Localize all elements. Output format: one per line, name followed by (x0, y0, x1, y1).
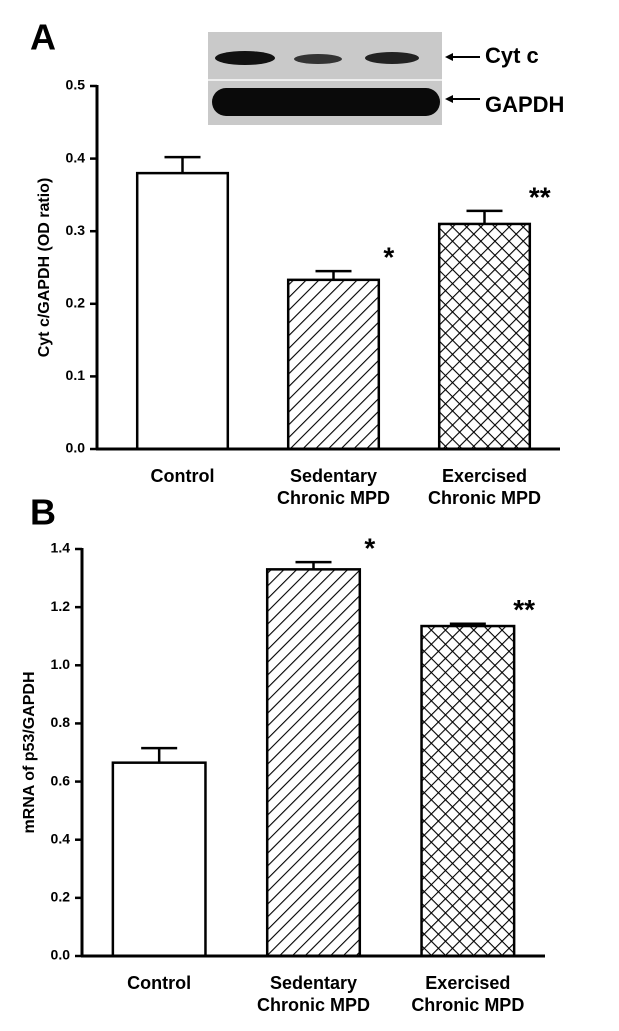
bar (111, 761, 207, 958)
y-tick-label: 0.0 (51, 947, 71, 963)
bar (420, 624, 516, 958)
x-tick-label: Chronic MPD (411, 995, 524, 1015)
y-tick-label: 0.2 (66, 295, 86, 311)
bar (265, 568, 362, 958)
y-axis-label: Cyt c/GAPDH (OD ratio) (36, 178, 53, 358)
y-tick-label: 0.8 (51, 714, 71, 730)
y-axis-label: mRNA of p53/GAPDH (21, 671, 38, 833)
significance-marker: * (364, 532, 375, 563)
bar (286, 278, 381, 451)
panel-label: B (30, 492, 56, 533)
y-tick-label: 1.4 (51, 540, 71, 556)
bar (135, 171, 230, 451)
blot-label: Cyt c (485, 43, 539, 68)
bar (437, 222, 532, 451)
y-tick-label: 0.5 (66, 77, 86, 93)
significance-marker: ** (513, 594, 535, 625)
x-tick-label: Exercised (442, 466, 527, 486)
y-tick-label: 1.0 (51, 656, 71, 672)
x-tick-label: Exercised (425, 973, 510, 993)
x-tick-label: Sedentary (290, 466, 377, 486)
x-tick-label: Chronic MPD (428, 488, 541, 508)
x-tick-label: Control (127, 973, 191, 993)
significance-marker: ** (529, 181, 551, 212)
y-tick-label: 0.2 (51, 889, 71, 905)
y-tick-label: 0.6 (51, 772, 71, 788)
y-tick-label: 0.4 (51, 830, 71, 846)
significance-marker: * (383, 242, 394, 273)
y-tick-label: 0.3 (66, 222, 86, 238)
y-tick-label: 0.0 (66, 440, 86, 456)
x-tick-label: Sedentary (270, 973, 357, 993)
y-tick-label: 0.1 (66, 367, 86, 383)
blot-label: GAPDH (485, 92, 564, 117)
x-tick-label: Chronic MPD (257, 995, 370, 1015)
x-tick-label: Control (151, 466, 215, 486)
y-tick-label: 0.4 (66, 149, 86, 165)
y-tick-label: 1.2 (51, 598, 71, 614)
panel-label: A (30, 17, 56, 58)
x-tick-label: Chronic MPD (277, 488, 390, 508)
western-blot (208, 32, 480, 125)
